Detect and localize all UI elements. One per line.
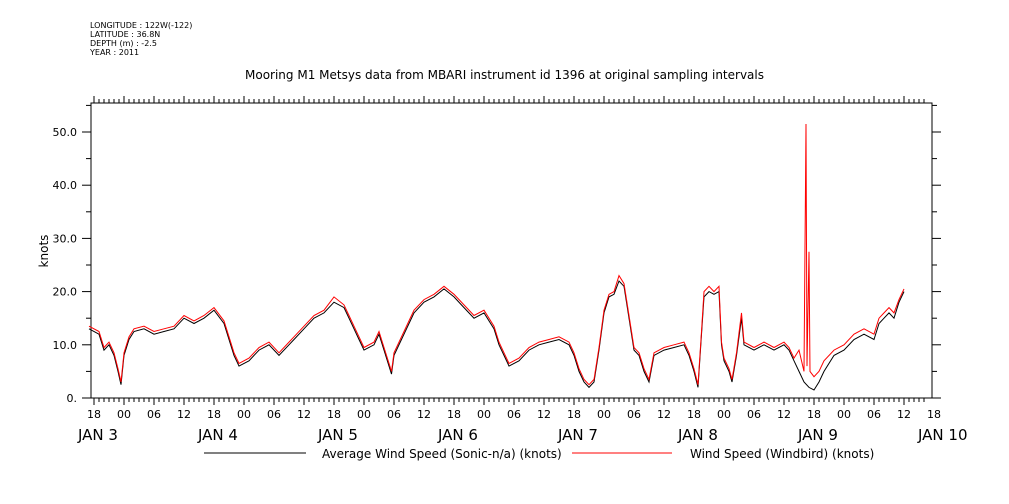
x-tick-label: 00 (717, 408, 731, 421)
x-tick-label: 12 (897, 408, 911, 421)
x-day-label: JAN 9 (797, 426, 838, 444)
series-line-average-wind (88, 280, 905, 391)
x-tick-label: 00 (597, 408, 611, 421)
latitude-label: LATITUDE : 36.8N (90, 30, 161, 39)
x-tick-label: 18 (87, 408, 101, 421)
longitude-label: LONGITUDE : 122W(-122) (90, 21, 193, 30)
series-lines (88, 123, 905, 391)
legend-label-windbird: Wind Speed (Windbird) (knots) (690, 447, 874, 461)
x-day-label: JAN 5 (317, 426, 358, 444)
x-day-label: JAN 3 (77, 426, 118, 444)
x-tick-label: 18 (447, 408, 461, 421)
x-tick-label: 18 (927, 408, 941, 421)
y-tick-label: 10.0 (53, 339, 78, 352)
x-tick-label: 12 (297, 408, 311, 421)
x-tick-label: 12 (537, 408, 551, 421)
x-tick-label: 18 (207, 408, 221, 421)
x-tick-label: 06 (387, 408, 401, 421)
axis-ticks: 18 00 06 12 18 00 06 12 18 00 06 12 18 00 06 12 18 00 06 12… (53, 96, 968, 444)
x-tick-label: 06 (507, 408, 521, 421)
x-tick-label: 12 (177, 408, 191, 421)
year-label: YEAR : 2011 (90, 48, 140, 57)
x-tick-label: 18 (807, 408, 821, 421)
x-tick-label: 06 (747, 408, 761, 421)
x-day-label: JAN 10 (917, 426, 968, 444)
x-tick-label: 00 (837, 408, 851, 421)
x-day-label: JAN 8 (677, 426, 718, 444)
x-tick-label: 18 (567, 408, 581, 421)
y-axis-label: knots (37, 235, 51, 268)
x-tick-label: 06 (627, 408, 641, 421)
x-tick-label: 18 (327, 408, 341, 421)
depth-label: DEPTH (m) : -2.5 (90, 39, 157, 48)
series-line-windbird (88, 123, 905, 386)
y-tick-label: 40.0 (53, 179, 78, 192)
y-tick-label: 20.0 (53, 286, 78, 299)
x-tick-label: 06 (147, 408, 161, 421)
y-tick-label: 0. (67, 392, 78, 405)
chart-title: Mooring M1 Metsys data from MBARI instru… (245, 68, 764, 82)
x-tick-label: 12 (777, 408, 791, 421)
x-tick-label: 18 (687, 408, 701, 421)
x-tick-label: 00 (117, 408, 131, 421)
x-tick-label: 06 (267, 408, 281, 421)
x-tick-label: 00 (357, 408, 371, 421)
location-metadata: LONGITUDE : 122W(-122) LATITUDE : 36.8N … (90, 21, 192, 57)
x-day-label: JAN 4 (197, 426, 238, 444)
x-tick-label: 06 (867, 408, 881, 421)
x-day-label: JAN 7 (557, 426, 598, 444)
y-tick-label: 50.0 (53, 126, 78, 139)
x-tick-label: 12 (417, 408, 431, 421)
y-tick-label: 30.0 (53, 232, 78, 245)
plot-frame (90, 102, 933, 399)
x-tick-label: 12 (657, 408, 671, 421)
legend-label-average: Average Wind Speed (Sonic-n/a) (knots) (322, 447, 562, 461)
x-day-label: JAN 6 (437, 426, 478, 444)
x-tick-label: 00 (477, 408, 491, 421)
x-tick-label: 00 (237, 408, 251, 421)
